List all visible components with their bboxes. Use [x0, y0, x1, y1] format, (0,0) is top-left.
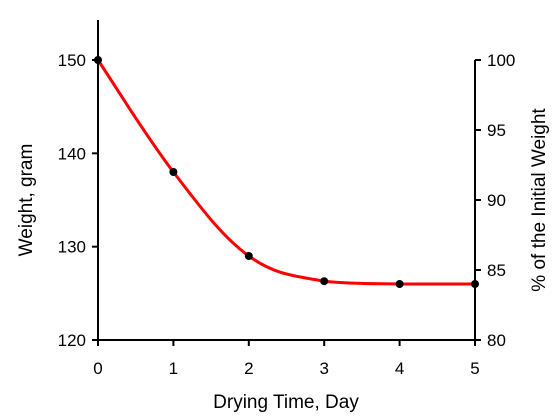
- y-tick-label-right: 100: [487, 51, 515, 70]
- data-point: [320, 277, 329, 286]
- x-tick-label: 2: [244, 359, 253, 378]
- y-tick-label-right: 95: [487, 121, 506, 140]
- data-point: [94, 56, 102, 64]
- x-tick-label: 1: [169, 359, 178, 378]
- data-point: [244, 252, 253, 260]
- y-axis-title-right: % of the Initial Weight: [529, 108, 550, 292]
- y-tick-label-left: 130: [58, 238, 86, 257]
- tick-labels: 0 1 2 3 4 5 120 130 140 150 80 85 90 95 100: [58, 51, 516, 378]
- x-tick-label: 5: [470, 359, 479, 378]
- y-tick-label-left: 120: [58, 331, 86, 350]
- data-points: [94, 56, 479, 288]
- y-tick-label-right: 80: [487, 331, 506, 350]
- x-tick-label: 3: [319, 359, 328, 378]
- x-tick-label: 0: [93, 359, 102, 378]
- ticks: [92, 59, 481, 346]
- y-tick-label-right: 85: [487, 261, 506, 280]
- y-tick-label-left: 150: [58, 51, 86, 70]
- data-point: [169, 168, 178, 176]
- y-tick-label-left: 140: [58, 144, 86, 163]
- y-tick-label-right: 90: [487, 191, 506, 210]
- x-axis-title: Drying Time, Day: [213, 392, 359, 413]
- x-tick-label: 4: [395, 359, 404, 378]
- data-point: [395, 280, 404, 288]
- series-line: [96, 59, 475, 286]
- data-point: [471, 280, 479, 288]
- axes: [97, 20, 476, 341]
- y-axis-title-left: Weight, gram: [16, 144, 37, 257]
